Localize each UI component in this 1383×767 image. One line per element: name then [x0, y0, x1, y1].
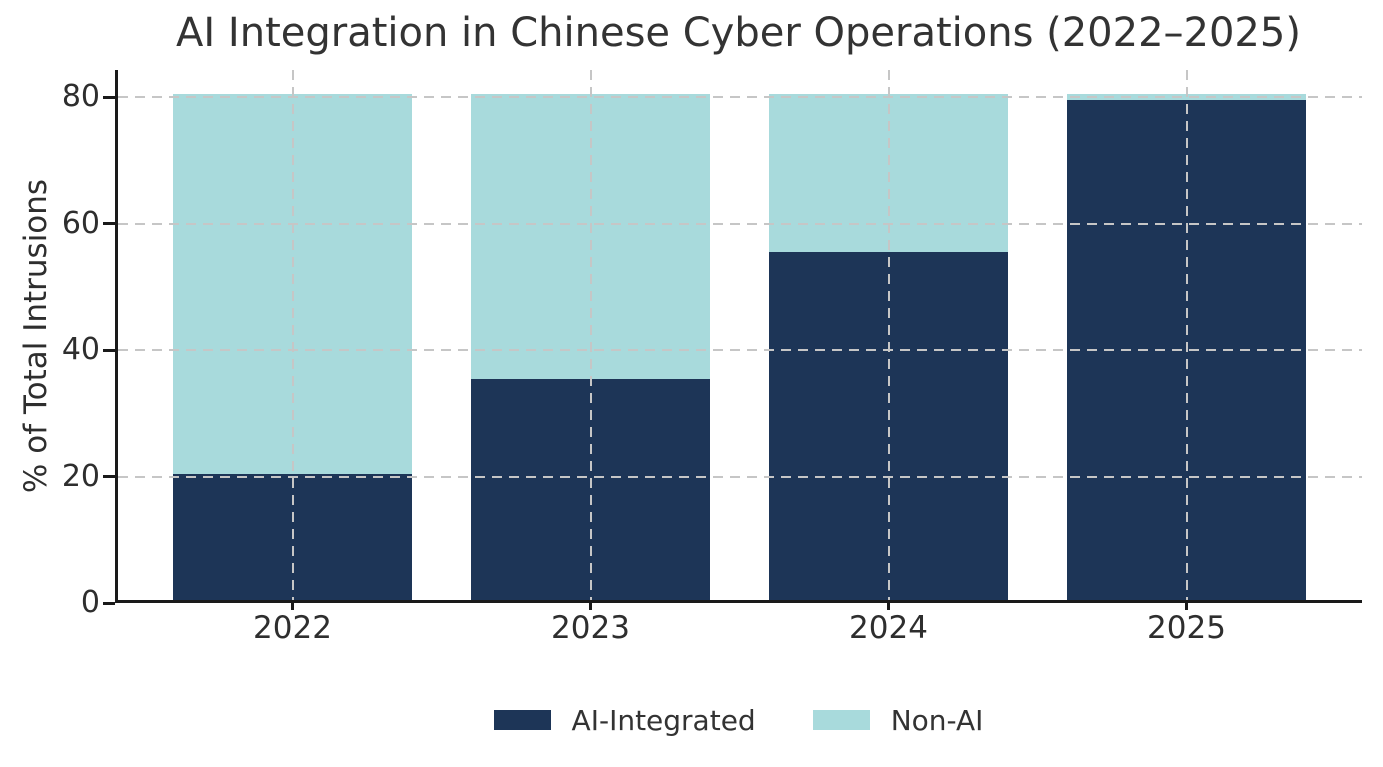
y-tick-label-80: 80	[61, 79, 100, 114]
bar-segment-2023-ai-integrated	[471, 378, 710, 600]
y-tick-mark-20	[103, 475, 115, 478]
bar-2025	[1067, 94, 1306, 600]
chart-title: AI Integration in Chinese Cyber Operatio…	[176, 10, 1301, 56]
bar-segment-2025-ai-integrated	[1067, 100, 1306, 600]
bar-2023	[471, 94, 710, 600]
y-tick-mark-60	[103, 222, 115, 225]
legend: AI-Integrated Non-AI	[115, 700, 1362, 740]
bar-segment-2025-non-ai	[1067, 94, 1306, 101]
bar-2022	[173, 94, 412, 600]
bar-segment-2024-ai-integrated	[769, 252, 1008, 600]
plot-area	[115, 70, 1362, 603]
x-tick-label-2023: 2023	[551, 610, 630, 646]
legend-item-non-ai: Non-AI	[812, 703, 984, 737]
y-tick-label-60: 60	[61, 205, 100, 241]
x-tick-mark-2025	[1185, 603, 1188, 610]
legend-swatch	[812, 710, 870, 730]
bar-segment-2022-ai-integrated	[173, 473, 412, 600]
legend-item-ai-integrated: AI-Integrated	[493, 703, 756, 737]
legend-swatch	[493, 710, 551, 730]
y-tick-label-0: 0	[80, 585, 100, 620]
y-tick-mark-40	[103, 348, 115, 352]
bar-segment-2024-non-ai	[769, 94, 1008, 253]
x-tick-mark-2023	[589, 603, 592, 610]
y-tick-mark-80	[103, 95, 115, 99]
y-tick-label-40: 40	[61, 332, 100, 367]
x-tick-label-2025: 2025	[1147, 610, 1226, 646]
x-tick-label-2024: 2024	[849, 610, 928, 646]
x-tick-mark-2024	[887, 603, 890, 610]
legend-label: AI-Integrated	[571, 703, 756, 737]
y-tick-label-20: 20	[61, 458, 100, 494]
bar-segment-2022-non-ai	[173, 94, 412, 474]
bars-layer	[118, 70, 1362, 600]
x-tick-mark-2022	[291, 603, 294, 610]
x-tick-label-2022: 2022	[253, 610, 332, 646]
legend-label: Non-AI	[890, 703, 984, 737]
bar-2024	[769, 94, 1008, 600]
y-tick-mark-0	[103, 601, 115, 605]
bar-segment-2023-non-ai	[471, 94, 710, 379]
